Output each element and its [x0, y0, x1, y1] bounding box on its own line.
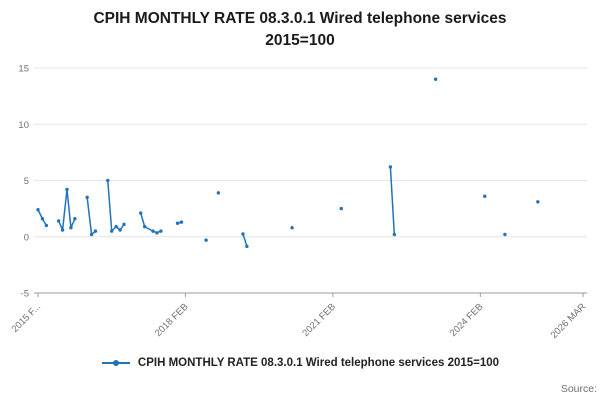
series-line-segment[interactable] [389, 166, 396, 236]
data-point[interactable] [85, 195, 89, 200]
data-point[interactable] [69, 226, 73, 230]
data-point[interactable] [536, 200, 540, 204]
data-point[interactable] [245, 244, 249, 249]
chart-canvas: -5 0 5 10 15 2015 F... 2018 FEB 2021 FEB 2024 FE… [10, 64, 589, 341]
legend[interactable]: CPIH MONTHLY RATE 08.3.0.1 Wired telepho… [0, 357, 600, 369]
series-line-segment[interactable] [107, 179, 125, 232]
legend-series-marker-icon [101, 360, 130, 366]
data-point[interactable] [73, 217, 77, 221]
legend-label: CPIH MONTHLY RATE 08.3.0.1 Wired telepho… [137, 357, 500, 369]
data-point[interactable] [216, 191, 221, 195]
data-point[interactable] [36, 208, 40, 212]
y-axis-tick-label: 5 [24, 176, 29, 187]
data-point[interactable] [106, 178, 110, 183]
data-point[interactable] [56, 219, 61, 223]
data-point[interactable] [503, 232, 507, 237]
x-axis-tick-label: 2018 FEB [153, 301, 191, 339]
series-line-segment[interactable] [57, 188, 76, 231]
data-point[interactable] [392, 232, 397, 237]
data-point[interactable] [142, 224, 147, 229]
data-point[interactable] [388, 165, 393, 169]
data-point[interactable] [151, 229, 155, 233]
legend-dot-icon [112, 360, 119, 366]
data-point[interactable] [93, 229, 98, 233]
chart-title-line-1: CPIH MONTHLY RATE 08.3.0.1 Wired telepho… [93, 10, 507, 27]
data-point[interactable] [175, 221, 180, 225]
data-point[interactable] [155, 231, 159, 235]
series-line-segment[interactable] [139, 212, 162, 234]
data-point[interactable] [241, 232, 245, 236]
series-line-segment[interactable] [86, 196, 97, 236]
data-point[interactable] [89, 232, 94, 237]
series-group[interactable] [36, 77, 540, 249]
data-point[interactable] [110, 229, 114, 233]
y-axis-tick-label: 15 [18, 64, 29, 75]
data-point[interactable] [433, 77, 438, 81]
data-point[interactable] [44, 223, 49, 228]
data-point[interactable] [60, 228, 65, 232]
data-point[interactable] [40, 217, 45, 221]
source-label: Source: [560, 383, 597, 395]
chart-title-line-2: 2015=100 [265, 31, 335, 49]
y-axis-tick-label: -5 [21, 289, 29, 300]
y-axis-tick-label: 0 [24, 232, 29, 243]
x-axis-tick-label: 2015 F... [10, 301, 44, 335]
data-point[interactable] [118, 228, 122, 232]
data-point[interactable] [179, 220, 184, 224]
data-point[interactable] [122, 222, 126, 227]
chart-title: CPIH MONTHLY RATE 08.3.0.1 Wired telepho… [0, 0, 600, 51]
x-axis-tick-label: 2024 FEB [448, 301, 486, 339]
series-line-segment[interactable] [242, 233, 248, 248]
data-point[interactable] [114, 224, 118, 229]
x-axis-tick-label: 2026 MAR [549, 301, 589, 341]
data-point[interactable] [139, 211, 143, 215]
data-point[interactable] [159, 229, 163, 233]
y-axis-tick-label: 10 [18, 120, 29, 131]
x-axis-tick-label: 2021 FEB [300, 301, 338, 339]
data-point[interactable] [339, 206, 343, 211]
data-point[interactable] [290, 226, 294, 230]
data-point[interactable] [65, 187, 69, 192]
data-point[interactable] [483, 194, 487, 198]
data-point[interactable] [204, 238, 208, 242]
